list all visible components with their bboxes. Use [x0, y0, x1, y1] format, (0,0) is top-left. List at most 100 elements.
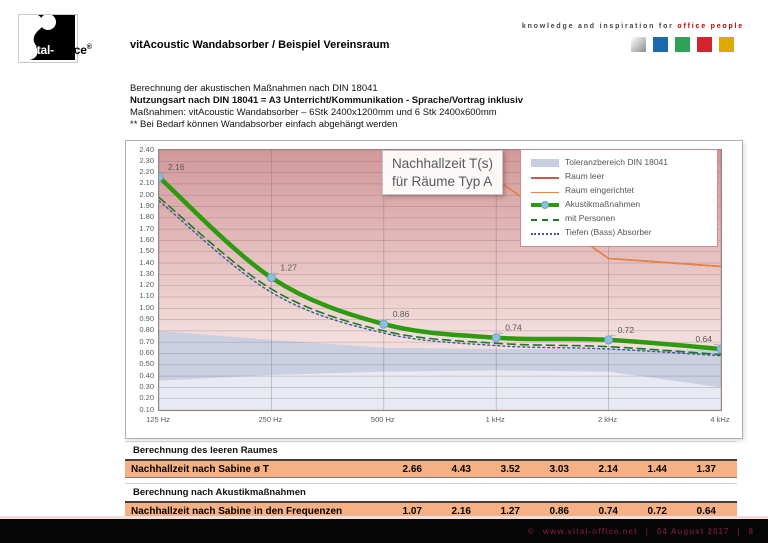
table-section-measures: Berechnung nach Akustikmaßnahmen Nachhal…	[125, 483, 737, 520]
y-tick-label: 2.20	[139, 167, 154, 177]
row-value-250hz: 1.27	[500, 505, 520, 517]
page-title: vitAcoustic Wandabsorber / Beispiel Vere…	[130, 39, 390, 51]
gold-square	[719, 37, 734, 52]
y-tick-label: 1.40	[139, 257, 154, 267]
row-value-500hz: 0.86	[549, 505, 569, 517]
row-value-2khz: 0.72	[647, 505, 667, 517]
footer-page-number: 8	[748, 526, 754, 536]
data-point-marker	[266, 273, 276, 283]
logo-text-office: Office	[53, 43, 87, 57]
tolerance-band	[159, 330, 721, 388]
section-heading: Berechnung des leeren Raumes	[133, 445, 278, 456]
data-point-marker	[379, 319, 389, 329]
intro-line-3: Maßnahmen: vitAcoustic Wandabsorber – 6S…	[130, 107, 497, 118]
x-tick-label: 1 kHz	[485, 415, 505, 424]
legend-label: Toleranzbereich DIN 18041	[565, 157, 669, 167]
row-label: Nachhallzeit nach Sabine in den Frequenz…	[131, 505, 343, 517]
y-tick-label: 1.90	[139, 201, 154, 211]
legend-label: Raum leer	[565, 171, 605, 181]
legend-swatch-orange-line	[531, 191, 559, 193]
row-label: Nachhallzeit nach Sabine ø T	[131, 463, 269, 475]
chart-title-line-1: Nachhallzeit T(s)	[392, 156, 494, 171]
red-square	[697, 37, 712, 52]
y-tick-label: 1.00	[139, 302, 154, 312]
footer-separator: |	[645, 526, 649, 536]
data-point-marker	[716, 344, 721, 354]
y-tick-label: 0.90	[139, 314, 154, 324]
legend-swatch-dashed-line	[531, 219, 559, 221]
y-tick-label: 2.30	[139, 155, 154, 165]
section-heading: Berechnung nach Akustikmaßnahmen	[133, 487, 306, 498]
y-tick-label: 1.20	[139, 280, 154, 290]
legend-label: mit Personen	[565, 213, 616, 223]
data-point-label: 0.72	[618, 325, 635, 335]
vital-office-logo-icon	[30, 14, 75, 60]
legend-label: Tiefen (Bass) Absorber	[565, 227, 652, 237]
series-tiefen-bass-absorber	[159, 200, 721, 357]
y-tick-label: 2.40	[139, 144, 154, 154]
legend-swatch-dotted-line	[531, 233, 559, 235]
y-tick-label: 1.30	[139, 268, 154, 278]
intro-line-2: Nutzungsart nach DIN 18041 = A3 Unterric…	[130, 95, 524, 106]
series-mit-personen	[159, 196, 721, 356]
y-tick-label: 1.70	[139, 223, 154, 233]
footer-url[interactable]: www.vital-office.net	[542, 526, 638, 536]
data-point-marker	[604, 335, 614, 345]
legend-swatch-red-line	[531, 177, 559, 179]
y-tick-label: 1.50	[139, 246, 154, 256]
legend-item-raum-eingerichtet: Raum eingerichtet	[531, 185, 709, 195]
x-tick-label: 4 kHz	[710, 415, 730, 424]
x-tick-label: 250 Hz	[258, 415, 283, 424]
y-tick-label: 0.50	[139, 359, 154, 369]
x-tick-label: 2 kHz	[598, 415, 618, 424]
legend-item-bass-absorber: Tiefen (Bass) Absorber	[531, 227, 709, 237]
y-tick-label: 0.20	[139, 393, 154, 403]
legend-label: Akustikmaßnahmen	[565, 199, 641, 209]
copyright-symbol: ©	[527, 526, 535, 536]
row-value-125hz: 4.43	[451, 463, 471, 475]
chart-legend: Toleranzbereich DIN 18041 Raum leer Raum…	[520, 149, 718, 247]
data-point-marker	[159, 172, 164, 182]
y-tick-label: 0.40	[139, 370, 154, 380]
brand-squares	[631, 37, 734, 52]
y-tick-label: 2.00	[139, 189, 154, 199]
silver-square	[631, 37, 646, 52]
table-section-empty-room: Berechnung des leeren Raumes Nachhallzei…	[125, 441, 737, 478]
chart-title-line-2: für Räume Typ A	[392, 173, 493, 189]
table-row: Nachhallzeit nach Sabine ø T 2.66 4.43 3…	[125, 459, 737, 478]
tagline-gray-text: knowledge and inspiration for	[521, 23, 674, 30]
row-value-avg: 2.66	[402, 463, 422, 475]
reverberation-chart-panel: 2.40 2.30 2.20 2.10 2.00 1.90 1.80 1.70 1.60 1.50…	[125, 140, 743, 439]
y-tick-label: 1.10	[139, 291, 154, 301]
footer-bar: © www.vital-office.net | 04 August 2017 …	[0, 519, 768, 543]
row-value-125hz: 2.16	[451, 505, 471, 517]
y-tick-label: 0.70	[139, 336, 154, 346]
y-tick-label: 0.10	[139, 404, 154, 414]
y-tick-label: 1.80	[139, 212, 154, 222]
tagline-red-text: office people	[677, 23, 744, 30]
data-point-marker	[491, 333, 501, 343]
row-value-2khz: 1.44	[647, 463, 667, 475]
intro-text-block: Berechnung der akustischen Maßnahmen nac…	[130, 83, 523, 131]
data-point-label: 1.27	[280, 263, 297, 273]
legend-swatch-green-line	[531, 201, 559, 209]
legend-item-toleranzbereich: Toleranzbereich DIN 18041	[531, 157, 709, 167]
legend-item-raum-leer: Raum leer	[531, 171, 709, 181]
data-point-label: 2.16	[168, 162, 185, 172]
row-value-4khz: 0.64	[696, 505, 716, 517]
legend-item-mit-personen: mit Personen	[531, 213, 709, 223]
y-tick-label: 1.60	[139, 234, 154, 244]
intro-line-1: Berechnung der akustischen Maßnahmen nac…	[130, 83, 378, 94]
row-value-1khz: 0.74	[598, 505, 618, 517]
row-value-500hz: 3.03	[549, 463, 569, 475]
footer-divider	[0, 516, 768, 519]
legend-label: Raum eingerichtet	[565, 185, 634, 195]
legend-item-akustikmassnahmen: Akustikmaßnahmen	[531, 199, 709, 209]
x-tick-label: 125 Hz	[146, 415, 170, 424]
chart-title-box: Nachhallzeit T(s) für Räume Typ A	[382, 150, 504, 196]
intro-line-4: ** Bei Bedarf können Wandabsorber einfac…	[130, 119, 398, 130]
zone-below-band	[159, 370, 721, 410]
y-tick-label: 0.80	[139, 325, 154, 335]
series-raum-eingerichtet	[462, 150, 721, 268]
